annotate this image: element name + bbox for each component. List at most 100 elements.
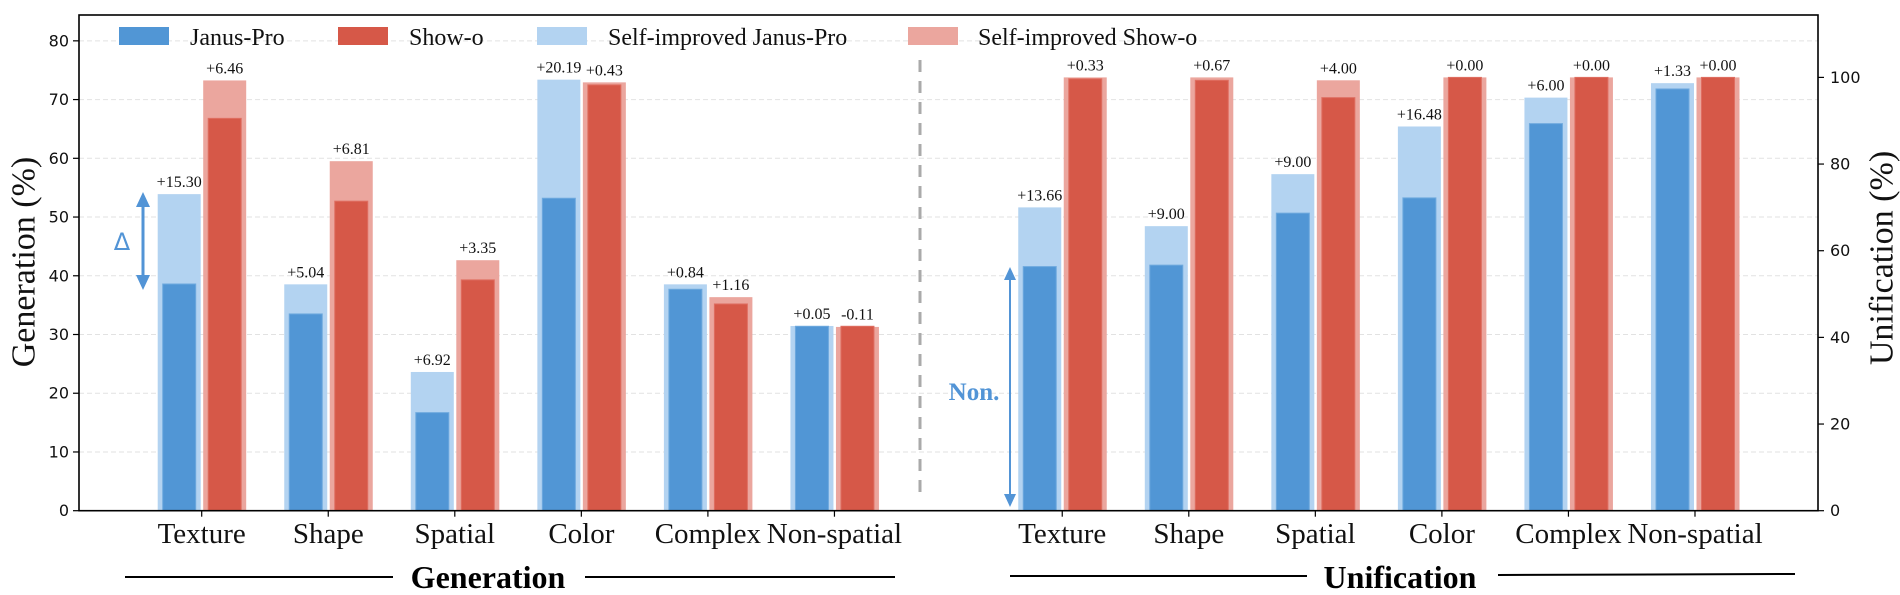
category-label-unification-complex: Complex xyxy=(1515,518,1622,550)
legend-label-show-o: Show-o xyxy=(409,25,484,51)
group-rule-right xyxy=(1497,573,1796,576)
right-tick-label: 60 xyxy=(1830,241,1850,260)
legend-item-self-improved-janus-pro: Self-improved Janus-Pro xyxy=(537,25,847,51)
delta-label-unification-janus-pro-texture: +13.66 xyxy=(1017,187,1062,204)
arrow-up-icon xyxy=(136,192,150,207)
group-label-unification: Unification xyxy=(1010,559,1796,595)
legend-swatch-self-improved-show-o xyxy=(908,27,958,45)
delta-label-generation-janus-pro-non-spatial: +0.05 xyxy=(793,306,830,323)
bar-generation-janus-pro-color xyxy=(541,197,576,512)
arrow-up-icon xyxy=(1004,267,1016,280)
category-label-generation-complex: Complex xyxy=(655,518,762,550)
bar-unification-show-o-shape xyxy=(1194,79,1229,512)
bar-unification-show-o-non-spatial xyxy=(1700,76,1735,512)
delta-label-unification-show-o-non-spatial: +0.00 xyxy=(1699,57,1736,74)
delta-label-generation-show-o-texture: +6.46 xyxy=(206,60,243,77)
left-tick-label: 40 xyxy=(49,266,69,285)
delta-label-unification-janus-pro-color: +16.48 xyxy=(1397,106,1442,123)
delta-symbol-label: Δ xyxy=(114,228,131,256)
left-tick-label: 60 xyxy=(49,149,69,168)
bar-unification-janus-pro-color xyxy=(1402,197,1437,512)
bar-unification-show-o-complex xyxy=(1574,76,1609,512)
right-axis-ticks: 0 20 40 60 80 100 xyxy=(1818,68,1861,520)
delta-label-unification-show-o-texture: +0.33 xyxy=(1067,57,1104,74)
category-label-unification-non-spatial: Non-spatial xyxy=(1627,518,1762,550)
category-label-unification-shape: Shape xyxy=(1153,518,1224,550)
right-tick-label: 20 xyxy=(1830,415,1850,434)
bar-generation-show-o-texture xyxy=(207,117,242,512)
bar-generation-show-o-spatial xyxy=(460,279,495,512)
delta-labels: +15.30 +6.46 +5.04 +6.81 +6.92 +3.35 +20.19 +0.… xyxy=(157,57,1737,369)
legend: Janus-Pro Show-o Self-improved Janus-Pro… xyxy=(119,25,1197,51)
bar-unification-janus-pro-texture xyxy=(1022,266,1057,512)
legend-label-janus-pro: Janus-Pro xyxy=(190,25,285,51)
bar-unification-janus-pro-spatial xyxy=(1275,212,1310,512)
delta-label-unification-show-o-shape: +0.67 xyxy=(1193,57,1230,74)
delta-label-unification-show-o-spatial: +4.00 xyxy=(1320,60,1357,77)
left-axis-ticks: 0 10 20 30 40 50 60 70 80 xyxy=(49,31,79,520)
delta-label-unification-show-o-color: +0.00 xyxy=(1446,57,1483,74)
category-label-generation-texture: Texture xyxy=(158,518,246,550)
bar-generation-janus-pro-texture xyxy=(162,283,197,512)
bar-unification-show-o-texture xyxy=(1068,78,1103,512)
delta-label-generation-show-o-shape: +6.81 xyxy=(333,141,370,158)
legend-swatch-self-improved-janus-pro xyxy=(537,27,587,45)
delta-label-unification-janus-pro-non-spatial: +1.33 xyxy=(1654,63,1691,80)
delta-label-generation-janus-pro-spatial: +6.92 xyxy=(414,352,451,369)
delta-label-generation-janus-pro-texture: +15.30 xyxy=(157,174,202,191)
category-label-generation-spatial: Spatial xyxy=(415,518,496,550)
bar-unification-janus-pro-complex xyxy=(1528,123,1563,512)
left-tick-label: 20 xyxy=(49,384,69,403)
x-axis-ticks xyxy=(201,510,1696,517)
bar-generation-janus-pro-non-spatial xyxy=(794,325,829,512)
legend-label-self-improved-show-o: Self-improved Show-o xyxy=(978,25,1197,51)
group-label-text: Generation xyxy=(411,559,566,595)
delta-label-unification-janus-pro-spatial: +9.00 xyxy=(1274,154,1311,171)
category-label-generation-shape: Shape xyxy=(293,518,364,550)
delta-label-generation-show-o-color: +0.43 xyxy=(586,62,623,79)
delta-label-unification-janus-pro-complex: +6.00 xyxy=(1527,78,1564,95)
bar-unification-janus-pro-non-spatial xyxy=(1655,88,1690,512)
left-tick-label: 10 xyxy=(49,442,69,461)
bar-generation-show-o-shape xyxy=(334,200,369,512)
category-label-unification-spatial: Spatial xyxy=(1275,518,1356,550)
left-tick-label: 30 xyxy=(49,325,69,344)
delta-label-unification-show-o-complex: +0.00 xyxy=(1573,57,1610,74)
left-tick-label: 80 xyxy=(49,31,69,50)
non-annotation: Non. xyxy=(949,267,1016,507)
delta-label-generation-janus-pro-shape: +5.04 xyxy=(287,264,324,281)
arrow-down-icon xyxy=(1004,494,1016,507)
delta-label-generation-show-o-non-spatial: -0.11 xyxy=(841,306,874,323)
category-label-unification-texture: Texture xyxy=(1018,518,1106,550)
bar-generation-janus-pro-complex xyxy=(668,288,703,512)
bar-unification-show-o-spatial xyxy=(1321,97,1356,512)
legend-item-show-o: Show-o xyxy=(338,25,484,51)
delta-label-generation-show-o-spatial: +3.35 xyxy=(459,240,496,257)
non-label: Non. xyxy=(949,379,1000,406)
bar-generation-show-o-complex xyxy=(713,303,748,512)
legend-swatch-show-o xyxy=(338,27,388,45)
group-label-generation: Generation xyxy=(125,559,895,595)
delta-label-generation-janus-pro-complex: +0.84 xyxy=(667,264,704,281)
delta-label-unification-janus-pro-shape: +9.00 xyxy=(1148,206,1185,223)
legend-item-janus-pro: Janus-Pro xyxy=(119,25,285,51)
bars xyxy=(157,76,1740,512)
left-tick-label: 0 xyxy=(59,501,69,520)
legend-item-self-improved-show-o: Self-improved Show-o xyxy=(908,25,1197,51)
right-tick-label: 40 xyxy=(1830,328,1850,347)
bar-generation-show-o-non-spatial xyxy=(840,325,875,512)
arrow-down-icon xyxy=(136,275,150,290)
legend-label-self-improved-janus-pro: Self-improved Janus-Pro xyxy=(608,25,847,51)
category-label-generation-color: Color xyxy=(548,518,614,550)
legend-swatch-janus-pro xyxy=(119,27,169,45)
category-label-generation-non-spatial: Non-spatial xyxy=(767,518,902,550)
delta-label-generation-janus-pro-color: +20.19 xyxy=(536,60,581,77)
bar-generation-show-o-color xyxy=(587,84,622,512)
bar-unification-janus-pro-shape xyxy=(1149,264,1184,512)
plot-frame xyxy=(78,14,1819,512)
left-tick-label: 70 xyxy=(49,90,69,109)
right-tick-label: 0 xyxy=(1830,501,1840,520)
delta-annotation: Δ xyxy=(114,192,150,290)
category-labels: Texture Shape Spatial Color Complex Non-spati… xyxy=(158,518,1763,550)
